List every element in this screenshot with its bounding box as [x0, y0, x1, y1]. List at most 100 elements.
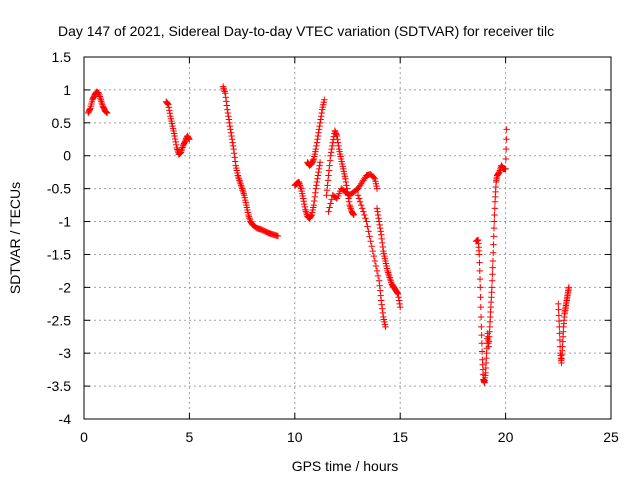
- data-point: [379, 243, 387, 251]
- data-point: [385, 271, 392, 278]
- data-point: [316, 122, 323, 130]
- data-point: [555, 312, 563, 319]
- data-point: [224, 109, 232, 117]
- data-point: [490, 241, 497, 248]
- data-point: [315, 168, 322, 176]
- data-point: [367, 238, 374, 245]
- data-point: [328, 145, 335, 153]
- data-point: [325, 167, 333, 174]
- y-tick-label: -1.5: [47, 246, 71, 262]
- data-point: [374, 208, 381, 215]
- axis-ticks: [83, 56, 612, 420]
- data-point: [227, 129, 235, 136]
- data-point: [386, 275, 394, 283]
- data-point: [220, 86, 228, 94]
- data-point: [372, 262, 380, 270]
- data-point: [476, 251, 483, 258]
- data-point: [490, 224, 498, 232]
- data-point: [489, 264, 496, 271]
- data-point: [477, 294, 484, 301]
- data-point: [477, 284, 484, 291]
- data-point: [301, 203, 309, 211]
- data-point: [238, 183, 245, 191]
- data-point: [488, 284, 496, 291]
- data-point: [359, 205, 366, 212]
- data-point: [221, 88, 228, 95]
- data-point: [312, 145, 320, 153]
- data-point: [373, 185, 381, 192]
- x-tick-label: 20: [498, 429, 514, 445]
- data-point: [301, 200, 308, 208]
- data-point: [185, 135, 193, 142]
- data-point: [316, 119, 324, 127]
- data-point: [346, 201, 353, 209]
- data-point: [310, 201, 317, 209]
- data-point: [490, 233, 497, 240]
- data-point: [98, 98, 105, 105]
- data-point: [237, 182, 245, 189]
- data-point: [327, 152, 334, 159]
- data-point: [365, 228, 372, 235]
- data-point: [327, 149, 335, 156]
- data-point: [314, 136, 321, 143]
- data-point: [313, 182, 320, 189]
- data-point: [97, 96, 105, 103]
- data-point: [382, 323, 389, 331]
- data-point: [395, 297, 403, 304]
- data-point: [362, 215, 369, 222]
- data-point: [369, 247, 376, 255]
- data-point: [317, 113, 325, 120]
- y-tick-labels: 1.5 1 0.5 0 -0.5 -1 -1.5 -2 -2.5 -3 -3.5 -4: [47, 49, 71, 427]
- data-point: [225, 116, 233, 123]
- data-point: [360, 208, 367, 215]
- data-point: [326, 204, 333, 211]
- data-point: [378, 235, 385, 243]
- data-point: [321, 96, 328, 103]
- data-point: [227, 126, 234, 133]
- data-point: [396, 300, 403, 308]
- data-point: [224, 106, 231, 113]
- data-point: [327, 200, 334, 207]
- data-point: [326, 162, 333, 169]
- data-point: [312, 185, 320, 192]
- data-point: [491, 218, 498, 225]
- data-point: [164, 100, 171, 107]
- data-point: [375, 277, 383, 284]
- data-point: [313, 142, 320, 150]
- data-point: [358, 201, 365, 209]
- data-point: [238, 185, 246, 192]
- data-point: [378, 231, 385, 238]
- data-point: [386, 274, 393, 281]
- data-point: [240, 190, 247, 197]
- x-tick-label: 0: [80, 429, 88, 445]
- data-point: [317, 116, 324, 123]
- data-point: [171, 135, 179, 143]
- data-point: [379, 309, 387, 317]
- data-point: [502, 165, 509, 173]
- data-point: [226, 122, 234, 130]
- data-point: [556, 330, 563, 337]
- data-point: [334, 136, 341, 143]
- data-point: [491, 205, 498, 212]
- data-point: [324, 177, 332, 184]
- data-point: [219, 83, 227, 90]
- data-point: [555, 317, 563, 325]
- data-point: [310, 156, 317, 164]
- data-point: [364, 223, 371, 230]
- data-point: [225, 113, 232, 120]
- data-point: [377, 228, 384, 235]
- data-point: [229, 142, 237, 150]
- y-tick-label: 0.5: [52, 115, 72, 131]
- data-point: [166, 110, 174, 117]
- data-point: [377, 292, 384, 299]
- y-tick-label: -0.5: [47, 181, 71, 197]
- data-point: [488, 277, 496, 284]
- data-point: [502, 145, 510, 153]
- x-tick-label: 25: [603, 429, 619, 445]
- data-point: [86, 106, 93, 113]
- data-point: [370, 252, 378, 260]
- data-point: [394, 290, 402, 298]
- data-point: [103, 109, 111, 117]
- data-point: [476, 259, 483, 266]
